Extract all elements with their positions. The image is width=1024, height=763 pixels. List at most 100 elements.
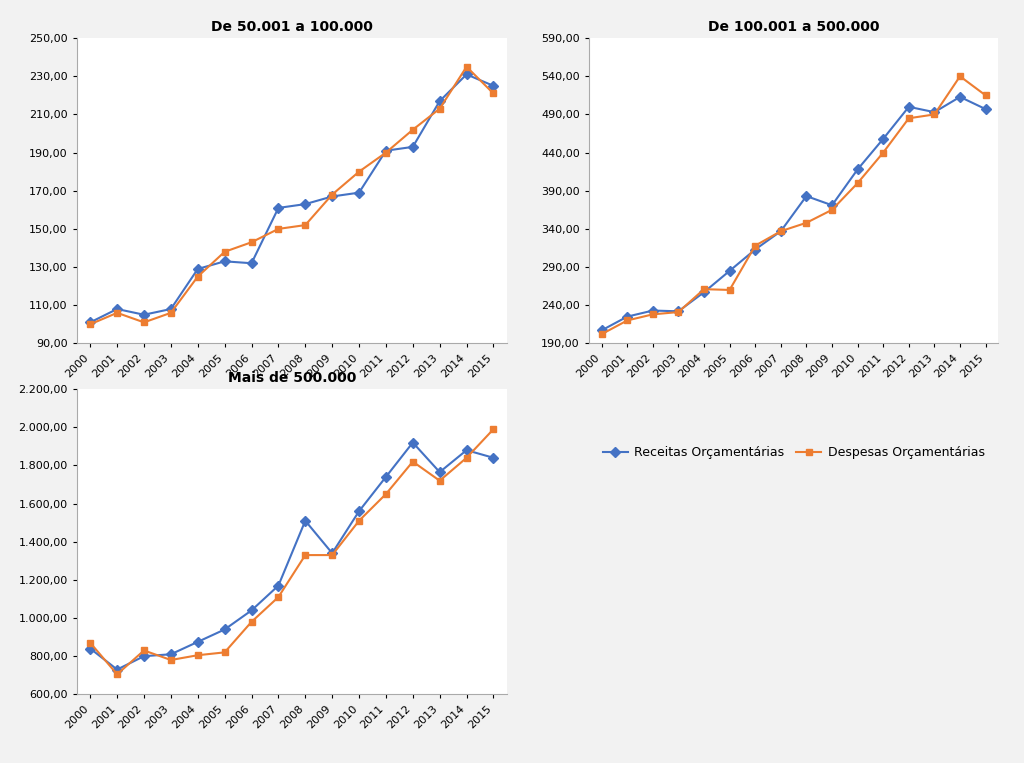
Receitas Orçamentárias	[326, 549, 338, 558]
Receitas Orçamentárias	[138, 310, 151, 319]
Despesas Orçamentárias	[111, 308, 123, 317]
Despesas Orçamentárias	[698, 285, 711, 294]
Despesas Orçamentárias	[272, 224, 285, 233]
Receitas Orçamentárias	[218, 625, 230, 634]
Receitas Orçamentárias	[111, 665, 123, 674]
Receitas Orçamentárias	[299, 199, 311, 208]
Despesas Orçamentárias	[433, 104, 445, 113]
Receitas Orçamentárias	[750, 245, 762, 254]
Receitas Orçamentárias	[84, 644, 96, 653]
Receitas Orçamentárias	[353, 188, 366, 197]
Receitas Orçamentárias	[191, 264, 204, 273]
Line: Receitas Orçamentárias: Receitas Orçamentárias	[87, 71, 497, 326]
Despesas Orçamentárias	[218, 247, 230, 256]
Despesas Orçamentárias	[353, 167, 366, 176]
Despesas Orçamentárias	[595, 330, 607, 339]
Despesas Orçamentárias	[380, 148, 392, 157]
Legend: Receitas Orçamentárias, Despesas Orçamentárias: Receitas Orçamentárias, Despesas Orçamen…	[96, 441, 487, 464]
Receitas Orçamentárias	[801, 192, 813, 201]
Despesas Orçamentárias	[979, 91, 991, 100]
Despesas Orçamentárias	[750, 241, 762, 250]
Despesas Orçamentárias	[380, 490, 392, 499]
Line: Despesas Orçamentárias: Despesas Orçamentárias	[87, 63, 497, 328]
Receitas Orçamentárias	[775, 227, 787, 236]
Receitas Orçamentárias	[191, 637, 204, 646]
Receitas Orçamentárias	[246, 606, 258, 615]
Despesas Orçamentárias	[246, 237, 258, 246]
Receitas Orçamentárias	[487, 453, 500, 462]
Title: De 50.001 a 100.000: De 50.001 a 100.000	[211, 20, 373, 34]
Receitas Orçamentárias	[723, 266, 735, 275]
Despesas Orçamentárias	[84, 320, 96, 329]
Receitas Orçamentárias	[246, 259, 258, 268]
Despesas Orçamentárias	[138, 317, 151, 327]
Despesas Orçamentárias	[165, 308, 177, 317]
Receitas Orçamentárias	[299, 516, 311, 525]
Despesas Orçamentárias	[299, 221, 311, 230]
Receitas Orçamentárias	[407, 142, 419, 151]
Despesas Orçamentárias	[487, 89, 500, 98]
Despesas Orçamentárias	[461, 453, 473, 462]
Despesas Orçamentárias	[218, 648, 230, 657]
Despesas Orçamentárias	[111, 670, 123, 679]
Receitas Orçamentárias	[111, 304, 123, 314]
Despesas Orçamentárias	[622, 316, 634, 325]
Despesas Orçamentárias	[487, 424, 500, 433]
Despesas Orçamentárias	[246, 617, 258, 626]
Despesas Orçamentárias	[461, 62, 473, 71]
Despesas Orçamentárias	[647, 310, 659, 319]
Receitas Orçamentárias	[218, 256, 230, 266]
Line: Receitas Orçamentárias: Receitas Orçamentárias	[87, 439, 497, 673]
Receitas Orçamentárias	[929, 108, 941, 117]
Receitas Orçamentárias	[84, 317, 96, 327]
Receitas Orçamentárias	[272, 581, 285, 591]
Receitas Orçamentárias	[903, 102, 915, 111]
Receitas Orçamentárias	[461, 69, 473, 79]
Receitas Orçamentárias	[165, 304, 177, 314]
Receitas Orçamentárias	[138, 652, 151, 661]
Despesas Orçamentárias	[851, 179, 863, 188]
Despesas Orçamentárias	[165, 655, 177, 665]
Despesas Orçamentárias	[191, 651, 204, 660]
Receitas Orçamentárias	[622, 312, 634, 321]
Despesas Orçamentárias	[407, 125, 419, 134]
Receitas Orçamentárias	[647, 306, 659, 315]
Line: Despesas Orçamentárias: Despesas Orçamentárias	[598, 72, 989, 338]
Receitas Orçamentárias	[825, 201, 838, 210]
Receitas Orçamentárias	[433, 96, 445, 105]
Receitas Orçamentárias	[272, 203, 285, 212]
Legend: Receitas Orçamentárias, Despesas Orçamentárias: Receitas Orçamentárias, Despesas Orçamen…	[598, 441, 989, 464]
Despesas Orçamentárias	[353, 516, 366, 525]
Receitas Orçamentárias	[165, 649, 177, 658]
Receitas Orçamentárias	[353, 507, 366, 516]
Title: Mais de 500.000: Mais de 500.000	[227, 371, 356, 385]
Receitas Orçamentárias	[487, 81, 500, 90]
Receitas Orçamentárias	[878, 134, 890, 143]
Receitas Orçamentárias	[380, 146, 392, 156]
Despesas Orçamentárias	[191, 272, 204, 281]
Receitas Orçamentárias	[433, 468, 445, 477]
Receitas Orçamentárias	[326, 192, 338, 201]
Despesas Orçamentárias	[801, 218, 813, 227]
Despesas Orçamentárias	[903, 114, 915, 123]
Despesas Orçamentárias	[775, 227, 787, 236]
Despesas Orçamentárias	[407, 457, 419, 466]
Title: De 100.001 a 500.000: De 100.001 a 500.000	[708, 20, 880, 34]
Despesas Orçamentárias	[723, 285, 735, 295]
Receitas Orçamentárias	[380, 472, 392, 481]
Line: Despesas Orçamentárias: Despesas Orçamentárias	[87, 426, 497, 678]
Receitas Orçamentárias	[461, 446, 473, 455]
Receitas Orçamentárias	[595, 326, 607, 335]
Despesas Orçamentárias	[84, 638, 96, 647]
Despesas Orçamentárias	[929, 110, 941, 119]
Receitas Orçamentárias	[851, 165, 863, 174]
Despesas Orçamentárias	[673, 307, 685, 317]
Despesas Orçamentárias	[954, 72, 967, 81]
Receitas Orçamentárias	[954, 92, 967, 101]
Despesas Orçamentárias	[825, 205, 838, 214]
Despesas Orçamentárias	[272, 592, 285, 601]
Despesas Orçamentárias	[138, 645, 151, 655]
Receitas Orçamentárias	[979, 105, 991, 114]
Despesas Orçamentárias	[878, 148, 890, 157]
Line: Receitas Orçamentárias: Receitas Orçamentárias	[598, 93, 989, 334]
